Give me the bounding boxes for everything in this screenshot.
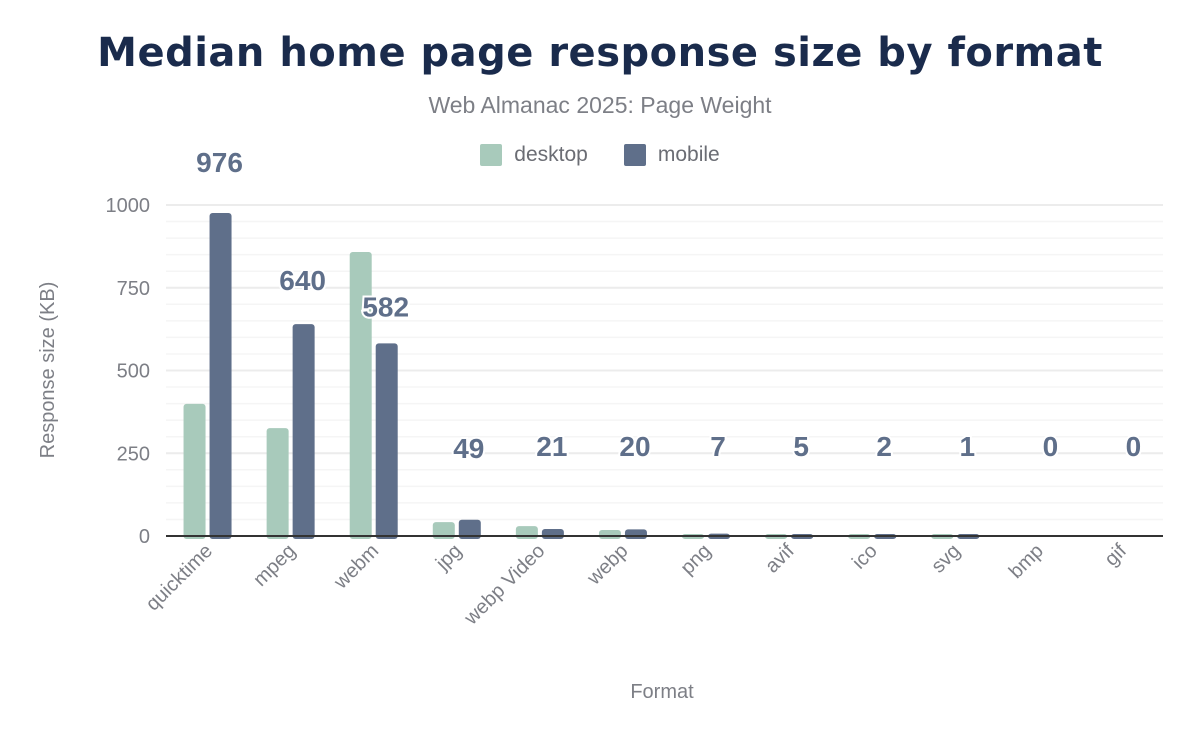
y-tick-label: 250 — [117, 443, 150, 465]
x-tick-label: ico — [848, 540, 882, 574]
y-tick-label: 500 — [117, 361, 150, 383]
x-tick-label: bmp — [1005, 540, 1048, 583]
bar-desktop-webp — [598, 530, 621, 539]
x-tick-label: mpeg — [249, 540, 300, 591]
x-tick-label: avif — [761, 540, 799, 578]
x-tick-label: gif — [1100, 540, 1131, 571]
chart-subtitle: Web Almanac 2025: Page Weight — [428, 92, 772, 118]
bar-desktop-webp-Video — [515, 526, 538, 539]
legend-item-desktop[interactable]: desktop — [480, 143, 588, 167]
legend-label-desktop: desktop — [514, 143, 588, 166]
bar-mobile-webp — [624, 529, 647, 539]
bar-desktop-webm — [349, 252, 372, 539]
y-tick-label: 750 — [117, 278, 150, 300]
legend-item-mobile[interactable]: mobile — [623, 143, 720, 167]
data-label: 582 — [362, 291, 409, 322]
legend-swatch-mobile — [623, 144, 646, 166]
bar-mobile-webm — [375, 343, 398, 539]
legend-swatch-desktop — [480, 144, 503, 166]
data-label: 7 — [710, 431, 726, 462]
x-tick-label: webp — [582, 540, 632, 590]
data-label: 640 — [279, 265, 326, 296]
legend: desktop mobile — [0, 143, 1200, 167]
x-tick-label: svg — [927, 540, 965, 578]
y-tick-label: 0 — [139, 526, 150, 548]
bar-desktop-quicktime — [183, 403, 206, 539]
x-tick-label: png — [676, 540, 715, 579]
bar-mobile-mpeg — [292, 324, 315, 539]
data-label: 20 — [619, 431, 650, 462]
data-label: 1 — [960, 431, 976, 462]
data-label: 5 — [793, 431, 809, 462]
chart-title: Median home page response size by format — [97, 30, 1103, 76]
bar-desktop-mpeg — [266, 428, 289, 539]
y-tick-label: 1000 — [106, 195, 151, 217]
x-tick-label: webm — [329, 540, 383, 594]
x-axis-title: Format — [630, 681, 694, 703]
y-axis-title: Response size (KB) — [37, 282, 59, 459]
bar-mobile-quicktime — [209, 212, 232, 539]
data-label: 49 — [453, 433, 484, 464]
x-tick-label: webp Video — [459, 540, 549, 630]
x-tick-label: jpg — [431, 540, 466, 575]
legend-label-mobile: mobile — [657, 143, 720, 166]
bar-mobile-webp-Video — [541, 529, 564, 539]
bar-desktop-jpg — [432, 522, 455, 539]
bar-mobile-jpg — [458, 519, 481, 539]
data-label: 0 — [1043, 431, 1059, 462]
x-tick-label: quicktime — [142, 540, 217, 615]
data-label: 0 — [1126, 431, 1142, 462]
data-label: 2 — [876, 431, 892, 462]
data-label: 21 — [536, 431, 567, 462]
data-label: 976 — [196, 147, 243, 178]
